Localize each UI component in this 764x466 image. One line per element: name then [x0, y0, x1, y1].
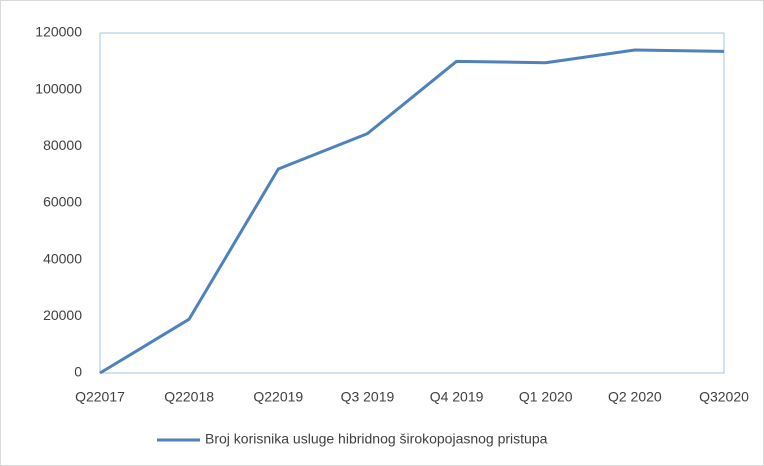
y-tick-label: 120000	[35, 24, 82, 40]
x-tick-label: Q4 2019	[430, 389, 484, 405]
y-tick-label: 0	[74, 364, 82, 380]
x-tick-label: Q22018	[164, 389, 214, 405]
y-tick-label: 100000	[35, 80, 82, 96]
y-tick-label: 20000	[43, 307, 82, 323]
x-tick-label: Q3 2019	[341, 389, 395, 405]
plot-area	[99, 32, 725, 374]
x-tick-label: Q22019	[253, 389, 303, 405]
x-tick-label: Q1 2020	[519, 389, 573, 405]
line	[99, 48, 725, 375]
x-tick-label: Q22017	[75, 389, 125, 405]
x-tick-label: Q32020	[699, 389, 749, 405]
y-tick-label: 60000	[43, 194, 82, 210]
legend-label: Broj korisnika usluge hibridnog širokopo…	[205, 431, 548, 447]
y-tick-label: 80000	[43, 137, 82, 153]
y-tick-label: 40000	[43, 250, 82, 266]
x-tick-label: Q2 2020	[608, 389, 662, 405]
